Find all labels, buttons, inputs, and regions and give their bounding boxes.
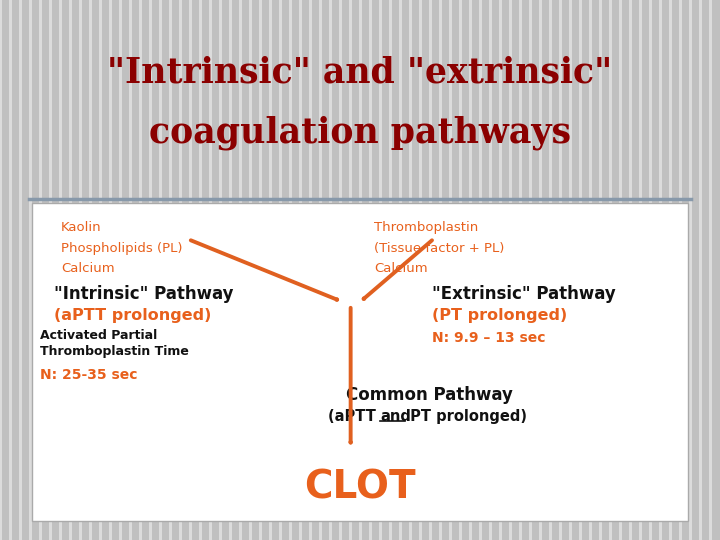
Text: CLOT: CLOT bbox=[304, 468, 416, 506]
Text: PT prolonged): PT prolonged) bbox=[405, 409, 527, 424]
Text: (PT prolonged): (PT prolonged) bbox=[432, 308, 567, 323]
Text: "Intrinsic" and "extrinsic": "Intrinsic" and "extrinsic" bbox=[107, 56, 613, 90]
Text: and: and bbox=[380, 409, 411, 424]
Text: Thromboplastin Time: Thromboplastin Time bbox=[40, 345, 189, 357]
Text: "Extrinsic" Pathway: "Extrinsic" Pathway bbox=[432, 285, 616, 303]
Text: Calcium: Calcium bbox=[61, 262, 114, 275]
Text: N: 25-35 sec: N: 25-35 sec bbox=[40, 368, 137, 382]
Text: (aPTT: (aPTT bbox=[328, 409, 381, 424]
Text: (aPTT prolonged): (aPTT prolonged) bbox=[54, 308, 212, 323]
Text: Common Pathway: Common Pathway bbox=[346, 386, 513, 404]
Text: (Tissue factor + PL): (Tissue factor + PL) bbox=[374, 242, 505, 255]
Text: coagulation pathways: coagulation pathways bbox=[149, 115, 571, 150]
Text: N: 9.9 – 13 sec: N: 9.9 – 13 sec bbox=[432, 330, 546, 345]
Text: Thromboplastin: Thromboplastin bbox=[374, 221, 479, 234]
Text: Activated Partial: Activated Partial bbox=[40, 329, 157, 342]
Text: Kaolin: Kaolin bbox=[61, 221, 102, 234]
Text: "Intrinsic" Pathway: "Intrinsic" Pathway bbox=[54, 285, 233, 303]
Text: Phospholipids (PL): Phospholipids (PL) bbox=[61, 242, 183, 255]
Text: Calcium: Calcium bbox=[374, 262, 428, 275]
